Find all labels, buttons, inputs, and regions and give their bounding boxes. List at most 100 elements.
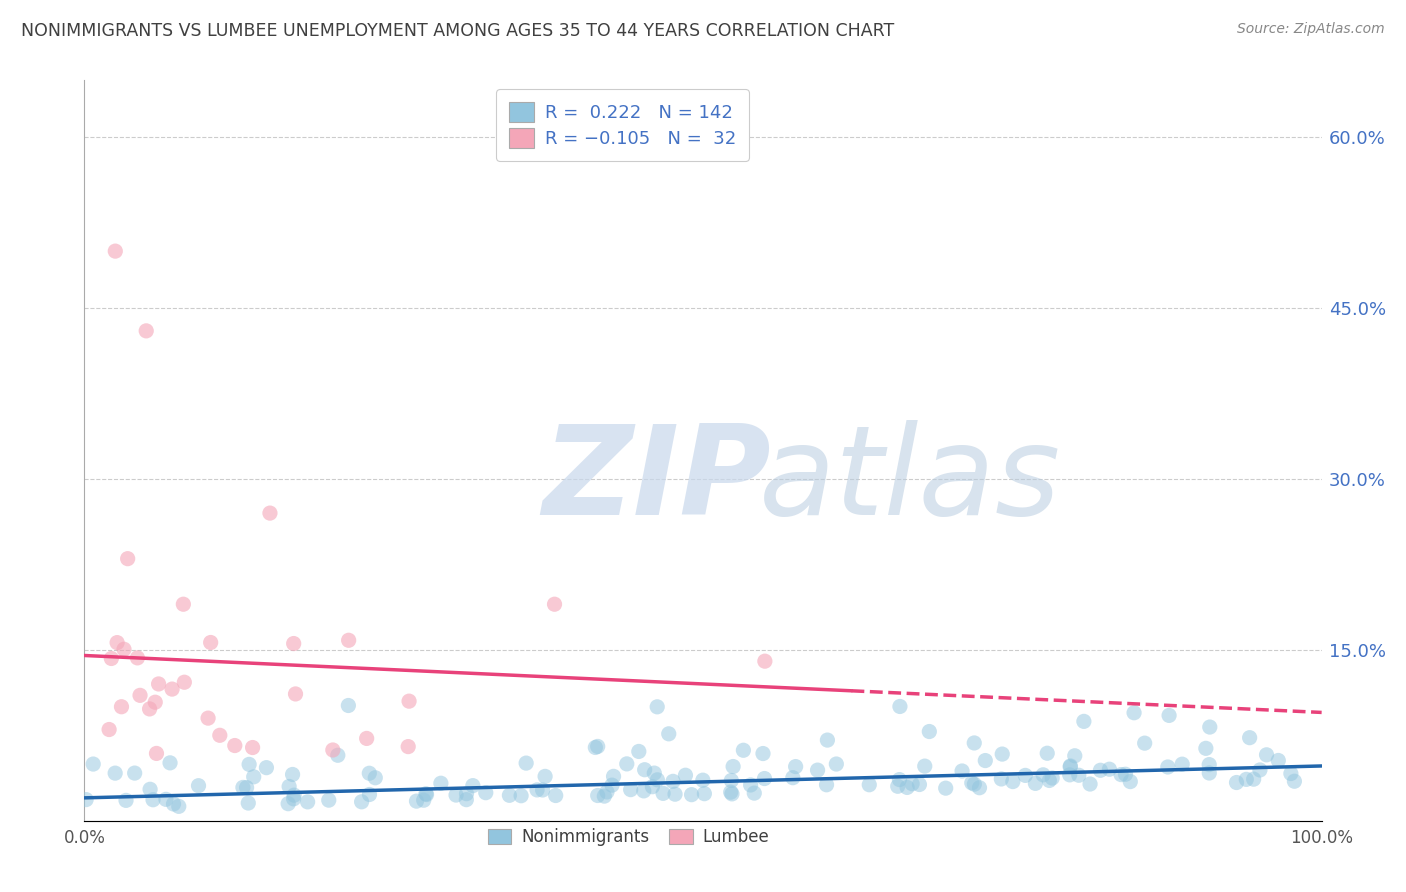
Point [647, 772, 669, 787]
Point [596, 785, 619, 799]
Point [124, 766, 146, 780]
Point [1014, 768, 1036, 782]
Point [456, 787, 478, 801]
Point [350, 795, 373, 809]
Point [583, 740, 606, 755]
Point [1114, 767, 1136, 781]
Point [284, 687, 307, 701]
Point [963, 777, 986, 791]
Point [1157, 760, 1180, 774]
Point [1024, 776, 1046, 790]
Point [405, 794, 427, 808]
Point [1234, 772, 1257, 787]
Point [104, 244, 127, 259]
Point [1133, 736, 1156, 750]
Point [1036, 746, 1059, 760]
Point [620, 782, 643, 797]
Point [901, 777, 924, 791]
Point [990, 772, 1012, 786]
Point [139, 782, 162, 797]
Point [238, 796, 260, 810]
Point [858, 778, 880, 792]
Point [1078, 777, 1101, 791]
Point [100, 651, 122, 665]
Point [187, 779, 209, 793]
Point [415, 788, 437, 802]
Point [318, 793, 340, 807]
Point [356, 731, 378, 746]
Point [138, 702, 160, 716]
Legend: Nonimmigrants, Lumbee: Nonimmigrants, Lumbee [481, 822, 776, 853]
Point [531, 783, 554, 797]
Point [652, 786, 675, 800]
Point [232, 780, 254, 795]
Point [586, 739, 609, 754]
Point [600, 778, 623, 792]
Point [415, 787, 437, 801]
Point [127, 651, 149, 665]
Point [510, 789, 533, 803]
Point [815, 733, 838, 747]
Point [627, 744, 650, 758]
Point [283, 792, 305, 806]
Point [1171, 757, 1194, 772]
Point [235, 780, 257, 795]
Point [142, 793, 165, 807]
Point [359, 766, 381, 780]
Point [242, 770, 264, 784]
Point [825, 757, 848, 772]
Point [224, 739, 246, 753]
Point [1239, 731, 1261, 745]
Point [145, 747, 167, 761]
Point [82, 757, 104, 772]
Point [974, 754, 997, 768]
Point [544, 789, 567, 803]
Point [1038, 773, 1060, 788]
Point [474, 786, 496, 800]
Point [197, 711, 219, 725]
Point [281, 767, 304, 781]
Point [456, 792, 478, 806]
Point [337, 698, 360, 713]
Point [1001, 774, 1024, 789]
Point [586, 789, 609, 803]
Point [960, 776, 983, 790]
Point [1040, 771, 1063, 785]
Point [112, 642, 135, 657]
Point [283, 788, 305, 802]
Point [815, 778, 838, 792]
Point [322, 743, 344, 757]
Point [1267, 754, 1289, 768]
Point [543, 597, 565, 611]
Point [675, 768, 697, 782]
Point [160, 682, 183, 697]
Point [515, 756, 537, 771]
Point [200, 635, 222, 649]
Point [396, 739, 419, 754]
Point [963, 736, 986, 750]
Point [782, 771, 804, 785]
Point [98, 723, 121, 737]
Point [593, 789, 616, 803]
Point [887, 779, 910, 793]
Point [914, 759, 936, 773]
Point [1032, 768, 1054, 782]
Point [1284, 774, 1306, 789]
Point [1256, 747, 1278, 762]
Point [752, 747, 775, 761]
Point [721, 759, 744, 773]
Point [155, 792, 177, 806]
Point [1098, 762, 1121, 776]
Point [720, 785, 742, 799]
Point [1063, 748, 1085, 763]
Point [1198, 757, 1220, 772]
Point [297, 795, 319, 809]
Point [278, 780, 301, 794]
Point [1279, 766, 1302, 780]
Point [733, 743, 755, 757]
Point [148, 677, 170, 691]
Point [277, 797, 299, 811]
Point [167, 799, 190, 814]
Point [1198, 720, 1220, 734]
Point [935, 781, 957, 796]
